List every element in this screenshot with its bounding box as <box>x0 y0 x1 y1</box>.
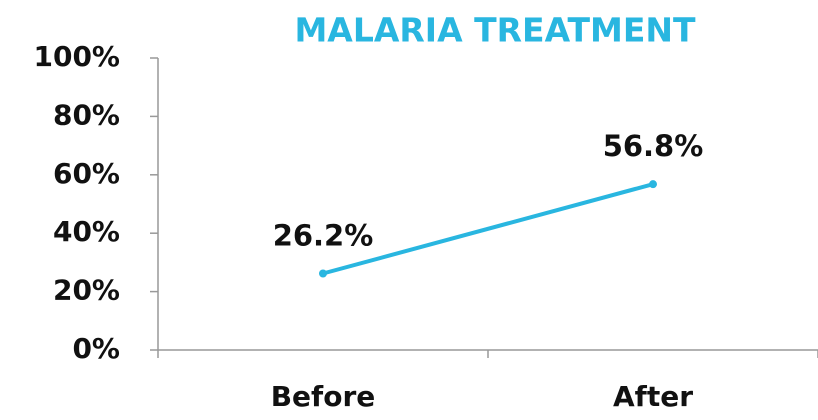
data-label: 26.2% <box>273 218 374 252</box>
y-tick-label: 60% <box>53 157 120 190</box>
y-tick-label: 40% <box>53 215 120 248</box>
point <box>319 269 327 278</box>
x-tick-label: Before <box>271 380 376 413</box>
x-tick-label: After <box>613 380 693 413</box>
data-label: 56.8% <box>603 129 704 163</box>
y-tick-label: 100% <box>33 40 120 73</box>
point <box>649 180 657 189</box>
chart-title: MALARIA TREATMENT <box>294 11 696 50</box>
y-tick-label: 80% <box>53 98 120 131</box>
line <box>322 182 654 276</box>
y-tick-label: 0% <box>72 332 120 365</box>
y-tick-label: 20% <box>53 274 120 307</box>
